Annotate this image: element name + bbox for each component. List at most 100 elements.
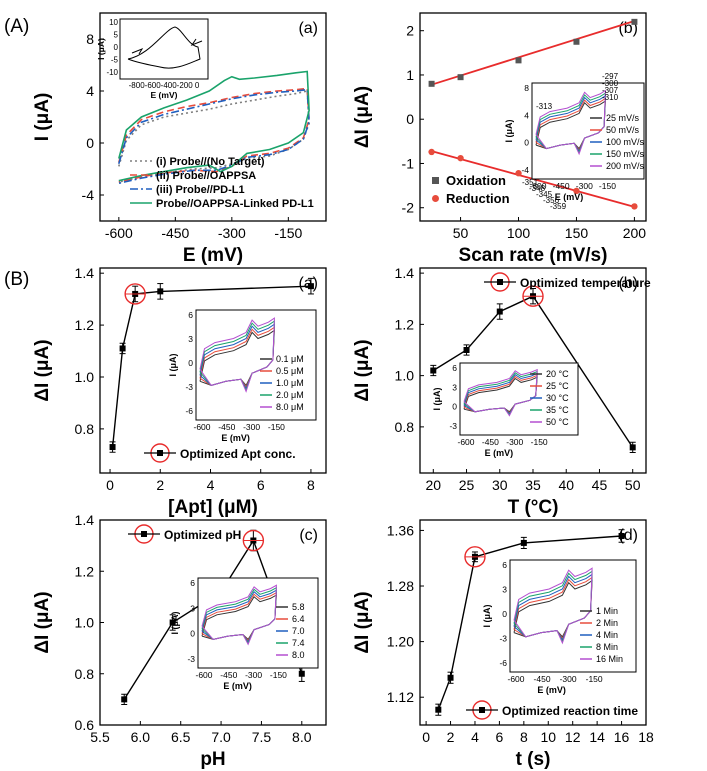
plot-frame — [419, 12, 647, 222]
inset-legend-label: 2 Min — [596, 618, 618, 628]
x-tick-label: 6 — [257, 477, 265, 493]
y-tick-label: 2 — [406, 23, 414, 39]
x-tick-label: 45 — [592, 477, 608, 493]
inset-y-tick: 6 — [502, 560, 507, 570]
data-point — [157, 288, 164, 295]
inset-legend-label: 7.0 — [292, 626, 305, 636]
reduction-point — [515, 170, 522, 177]
y-tick-label: 0.6 — [75, 717, 95, 733]
inset-x-tick: -300 — [243, 422, 260, 432]
inset-cv-curve — [127, 26, 201, 69]
panel-Bd: 0 2 4 6 8 10 12 14 16 181.121.201.281.36t (s)ΔI (… — [352, 519, 654, 770]
data-point — [119, 345, 126, 352]
inset-x-tick: -450 — [220, 670, 237, 680]
inset-legend-label: 100 mV/s — [606, 137, 645, 147]
y-axis-title: I (μA) — [32, 93, 53, 142]
data-point — [430, 367, 437, 374]
cv-series-curve — [118, 70, 310, 182]
legend-label: (ii) Probe//OAPPSA — [156, 170, 256, 182]
inset-y-tick: -3 — [185, 382, 193, 392]
y-tick-label: -1 — [402, 155, 415, 171]
inset-legend-label: 50 mV/s — [606, 125, 640, 135]
legend-square-marker — [157, 450, 163, 456]
y-tick-label: 0.8 — [395, 419, 415, 435]
inset-legend-label: 1.0 μM — [276, 378, 304, 388]
x-tick-label: 6.5 — [171, 729, 191, 745]
oxidation-point — [631, 18, 638, 25]
inset-y-tick: 5 — [114, 31, 119, 40]
panel-label: (b) — [618, 275, 638, 292]
inset-legend-label: 6.4 — [292, 614, 305, 624]
data-point — [298, 670, 305, 677]
x-tick-label: 35 — [525, 477, 541, 493]
legend-label: Optimized reaction time — [502, 704, 638, 718]
inset-x-tick: -600 — [457, 437, 474, 447]
y-tick-label: 1.28 — [387, 578, 414, 594]
legend-marker — [432, 195, 439, 202]
reduction-point — [457, 154, 464, 162]
inset-x-tick: -600 — [195, 670, 212, 680]
inset-x-ticks: -800-600-400-200 0 — [129, 81, 200, 90]
inset-legend-label: 4 Min — [596, 630, 618, 640]
inset-Ab: -600 -450 -300 -150 8 4 0 -4 E (mV) I (μA) 25 mV/s… — [504, 72, 645, 211]
inset-y-tick: 0 — [452, 402, 457, 412]
data-point — [496, 308, 503, 315]
inset-legend-label: 5.8 — [292, 602, 305, 612]
arrow-icon — [131, 47, 144, 55]
legend-square-marker — [497, 279, 503, 285]
inset-y-tick: -3 — [187, 654, 195, 664]
x-tick-label: 12 — [565, 729, 581, 745]
inset-x-tick: -150 — [531, 437, 548, 447]
data-point — [307, 283, 314, 290]
inset-x-tick: -300 — [245, 670, 262, 680]
inset-legend-label: 150 mV/s — [606, 149, 645, 159]
inset-y-title: I (μA) — [170, 611, 180, 634]
x-tick-label: 2 — [156, 477, 164, 493]
x-tick-label: 16 — [614, 729, 630, 745]
x-tick-label: 14 — [589, 729, 605, 745]
inset-legend-label: 200 mV/s — [606, 161, 645, 171]
inset-legend-label: 25 mV/s — [606, 113, 640, 123]
x-tick-label: 10 — [540, 729, 556, 745]
inset-legend-label: 1 Min — [596, 606, 618, 616]
reduction-point — [428, 148, 435, 156]
y-tick-label: 1.36 — [387, 522, 414, 538]
x-axis-title: E (mV) — [183, 245, 243, 266]
inset-Bb: -600 -450 -300 -150 6 3 0 -3 E (mV) I (μA) 20 °C 25… — [432, 362, 579, 458]
x-tick-label: 5.5 — [90, 729, 110, 745]
x-axis-title: pH — [200, 749, 225, 770]
inset-y-tick: 3 — [502, 585, 507, 595]
inset-legend-label: 20 °C — [546, 369, 569, 379]
inset-x-tick: -300 — [506, 437, 523, 447]
x-tick-label: 25 — [459, 477, 475, 493]
x-tick-label: 8 — [520, 729, 528, 745]
legend-label: Oxidation — [446, 173, 506, 188]
y-tick-label: 1.4 — [395, 265, 415, 281]
x-tick-label: -450 — [161, 225, 189, 241]
inset-frame — [531, 82, 645, 180]
inset-y-title: I (μA) — [482, 604, 492, 627]
panel-Bb: 20 25 30 35 40 45 500.81.01.21.4T (°C)ΔI (μA)(… — [352, 265, 651, 518]
inset-frame — [119, 18, 209, 80]
x-tick-label: 30 — [492, 477, 508, 493]
inset-y-tick: -3 — [449, 421, 457, 431]
inset-x-tick: -450 — [218, 422, 235, 432]
x-axis-title: t (s) — [516, 749, 551, 770]
arrow-icon — [190, 38, 203, 47]
inset-x-title: E (mV) — [221, 433, 250, 443]
inset-y-tick: 3 — [452, 382, 457, 392]
inset-y-title: I (μA) — [168, 353, 178, 376]
y-tick-label: 1.20 — [387, 634, 414, 650]
data-point — [463, 347, 470, 353]
peak-potential-label: -307 — [602, 86, 619, 95]
inset-Aa: 10 5 0 -5 -10 -800-600-400-200 0E (mV) I (μA) — [96, 18, 209, 100]
legend-label: Reduction — [446, 191, 510, 206]
inset-legend-label: 8 Min — [596, 642, 618, 652]
inset-x-tick: -300 — [576, 181, 593, 191]
inset-x-tick: -150 — [586, 674, 603, 684]
inset-cv-curve — [535, 89, 606, 156]
y-tick-label: 0 — [406, 111, 414, 127]
x-tick-label: 4 — [207, 477, 215, 493]
x-tick-label: -600 — [105, 225, 133, 241]
